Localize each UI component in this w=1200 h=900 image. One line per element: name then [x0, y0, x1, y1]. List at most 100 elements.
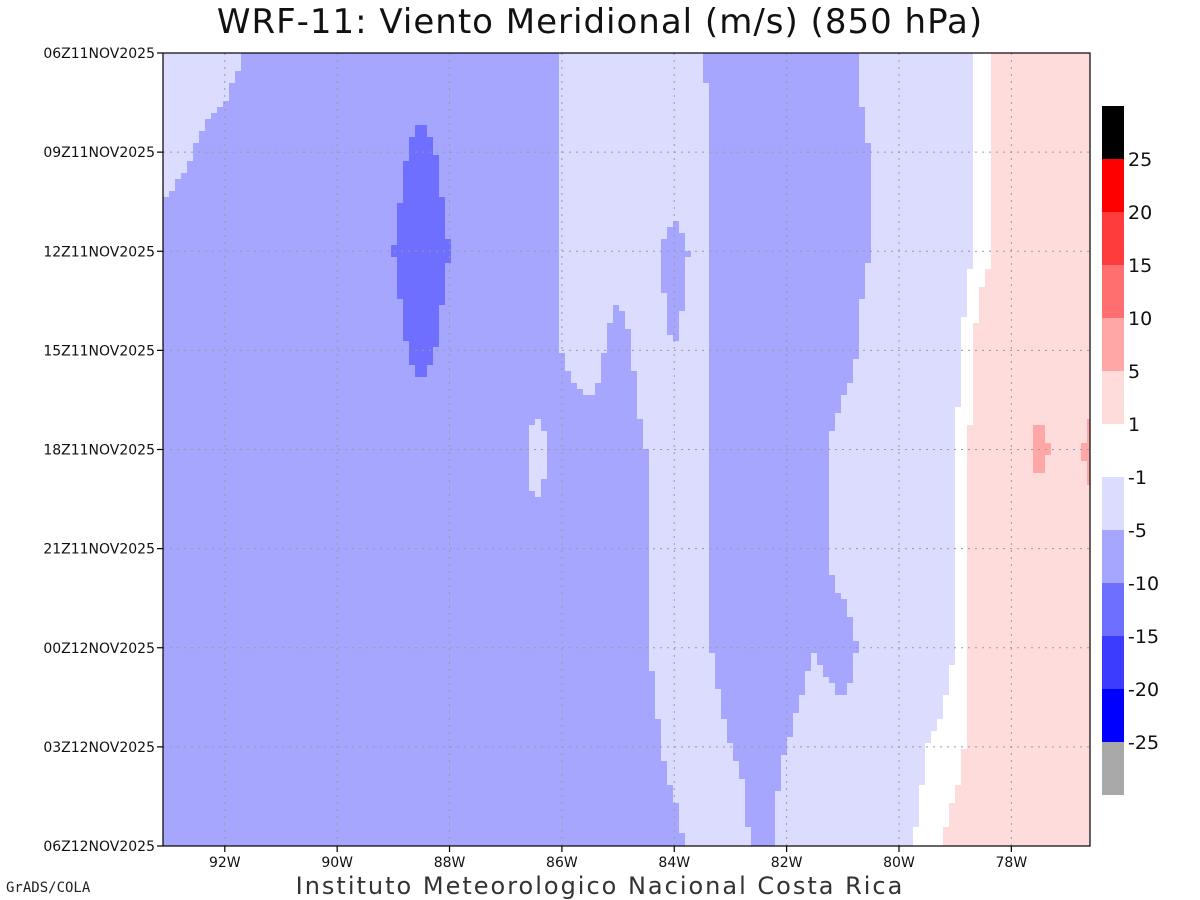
field-cell — [331, 203, 338, 210]
field-cell — [649, 83, 656, 90]
field-cell — [277, 179, 284, 186]
field-cell — [721, 137, 728, 144]
field-cell — [277, 203, 284, 210]
field-cell — [961, 53, 968, 60]
field-cell — [589, 83, 596, 90]
field-cell — [829, 77, 836, 84]
field-cell — [391, 77, 398, 84]
field-cell — [583, 131, 590, 138]
field-cell — [331, 179, 338, 186]
field-cell — [271, 167, 278, 174]
field-cell — [187, 83, 194, 90]
field-cell — [979, 191, 986, 198]
field-cell — [673, 119, 680, 126]
field-cell — [985, 209, 992, 216]
field-cell — [571, 119, 578, 126]
field-cell — [319, 89, 326, 96]
field-cell — [763, 131, 770, 138]
field-cell — [613, 179, 620, 186]
field-cell — [703, 95, 710, 102]
field-cell — [937, 83, 944, 90]
field-cell — [655, 95, 662, 102]
field-cell — [709, 155, 716, 162]
field-cell — [223, 101, 230, 108]
field-cell — [655, 143, 662, 150]
field-cell — [187, 71, 194, 78]
field-cell — [835, 239, 842, 246]
field-cell — [1087, 107, 1090, 114]
field-cell — [313, 119, 320, 126]
field-cell — [253, 131, 260, 138]
field-cell — [229, 191, 236, 198]
field-cell — [439, 95, 446, 102]
field-cell — [469, 59, 476, 66]
field-cell — [289, 209, 296, 216]
field-cell — [421, 83, 428, 90]
field-cell — [565, 131, 572, 138]
field-cell — [1069, 143, 1076, 150]
field-cell — [1033, 149, 1040, 156]
field-cell — [193, 227, 200, 234]
field-cell — [247, 59, 254, 66]
field-cell — [451, 101, 458, 108]
field-cell — [721, 221, 728, 228]
field-cell — [1063, 125, 1070, 132]
field-cell — [841, 149, 848, 156]
field-cell — [625, 239, 632, 246]
field-cell — [403, 149, 410, 156]
field-cell — [907, 215, 914, 222]
field-cell — [1069, 65, 1076, 72]
field-cell — [469, 239, 476, 246]
field-cell — [193, 89, 200, 96]
field-cell — [337, 173, 344, 180]
field-cell — [289, 53, 296, 60]
field-cell — [553, 113, 560, 120]
field-cell — [331, 239, 338, 246]
field-cell — [715, 191, 722, 198]
field-cell — [937, 185, 944, 192]
field-cell — [163, 155, 170, 162]
field-cell — [847, 59, 854, 66]
field-cell — [817, 59, 824, 66]
field-cell — [637, 233, 644, 240]
field-cell — [631, 89, 638, 96]
field-cell — [883, 71, 890, 78]
field-cell — [985, 179, 992, 186]
field-cell — [997, 101, 1004, 108]
field-cell — [1015, 137, 1022, 144]
field-cell — [883, 59, 890, 66]
field-cell — [175, 95, 182, 102]
field-cell — [595, 137, 602, 144]
field-cell — [517, 89, 524, 96]
field-cell — [1051, 101, 1058, 108]
field-cell — [427, 107, 434, 114]
field-cell — [547, 161, 554, 168]
field-cell — [1003, 239, 1010, 246]
field-cell — [937, 215, 944, 222]
field-cell — [349, 203, 356, 210]
field-cell — [373, 191, 380, 198]
field-cell — [1039, 173, 1046, 180]
field-cell — [1063, 101, 1070, 108]
field-cell — [235, 143, 242, 150]
field-cell — [787, 149, 794, 156]
field-cell — [913, 53, 920, 60]
field-cell — [877, 125, 884, 132]
field-cell — [1027, 89, 1034, 96]
field-cell — [943, 131, 950, 138]
field-cell — [373, 71, 380, 78]
field-cell — [223, 203, 230, 210]
field-cell — [955, 101, 962, 108]
field-cell — [181, 113, 188, 120]
field-cell — [517, 215, 524, 222]
field-cell — [553, 227, 560, 234]
field-cell — [391, 101, 398, 108]
field-cell — [427, 83, 434, 90]
field-cell — [811, 119, 818, 126]
field-cell — [163, 143, 170, 150]
field-cell — [751, 107, 758, 114]
field-cell — [1081, 167, 1088, 174]
field-cell — [955, 191, 962, 198]
field-cell — [235, 137, 242, 144]
field-cell — [397, 119, 404, 126]
